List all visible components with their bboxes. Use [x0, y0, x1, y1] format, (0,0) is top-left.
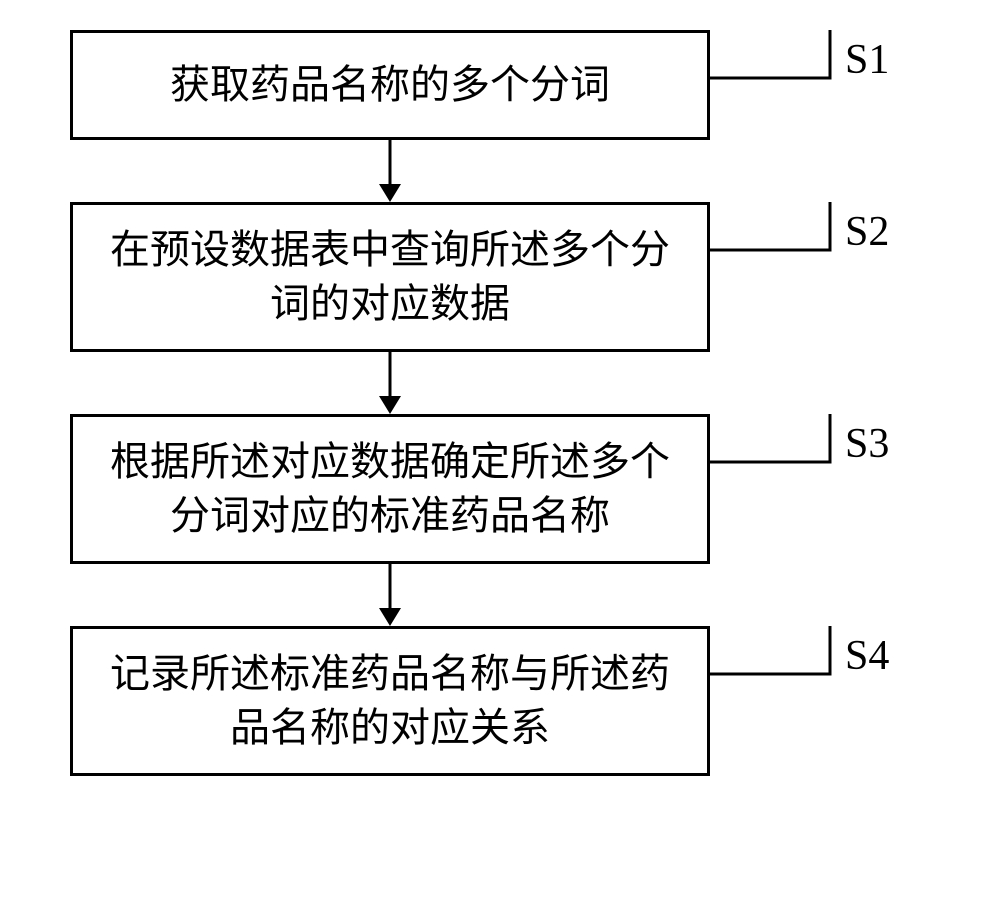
flowchart-container: 获取药品名称的多个分词 S1 在预设数据表中查询所述多个分词的对应数据 S2 根…	[70, 30, 840, 776]
flow-step-s4: 记录所述标准药品名称与所述药品名称的对应关系 S4	[70, 626, 840, 776]
step-text: 记录所述标准药品名称与所述药品名称的对应关系	[93, 647, 687, 755]
label-connector	[710, 626, 834, 678]
step-label: S4	[845, 632, 889, 680]
step-label: S1	[845, 36, 889, 84]
step-box: 根据所述对应数据确定所述多个分词对应的标准药品名称	[70, 414, 710, 564]
label-connector	[710, 30, 834, 82]
arrow-down-icon	[370, 564, 840, 626]
step-label: S3	[845, 420, 889, 468]
flow-step-s2: 在预设数据表中查询所述多个分词的对应数据 S2	[70, 202, 840, 352]
step-box: 记录所述标准药品名称与所述药品名称的对应关系	[70, 626, 710, 776]
flow-step-s1: 获取药品名称的多个分词 S1	[70, 30, 840, 140]
step-label: S2	[845, 208, 889, 256]
arrow-down-icon	[370, 140, 840, 202]
step-box: 在预设数据表中查询所述多个分词的对应数据	[70, 202, 710, 352]
flow-step-s3: 根据所述对应数据确定所述多个分词对应的标准药品名称 S3	[70, 414, 840, 564]
step-text: 获取药品名称的多个分词	[170, 58, 610, 112]
step-box: 获取药品名称的多个分词	[70, 30, 710, 140]
label-connector	[710, 414, 834, 466]
step-text: 根据所述对应数据确定所述多个分词对应的标准药品名称	[93, 435, 687, 543]
arrow-down-icon	[370, 352, 840, 414]
label-connector	[710, 202, 834, 254]
step-text: 在预设数据表中查询所述多个分词的对应数据	[93, 223, 687, 331]
